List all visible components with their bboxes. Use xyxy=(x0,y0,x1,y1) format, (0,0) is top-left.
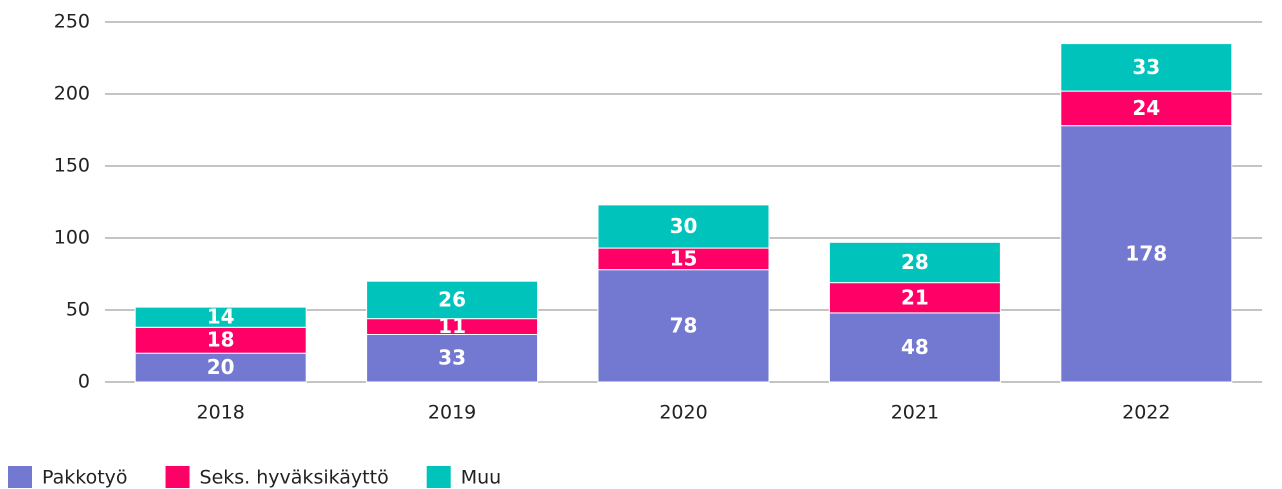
bar-segment xyxy=(597,204,770,249)
y-tick-label: 100 xyxy=(54,227,90,249)
value-label: 30 xyxy=(670,214,698,238)
bar-segment xyxy=(828,241,1001,284)
bar-segment xyxy=(134,306,307,328)
bar-segment xyxy=(366,280,539,320)
legend-swatch xyxy=(165,466,190,488)
value-label: 18 xyxy=(207,328,235,352)
value-label: 15 xyxy=(670,246,698,270)
bar-segment xyxy=(1060,90,1233,127)
value-label: 21 xyxy=(901,285,929,309)
value-label: 24 xyxy=(1132,96,1160,120)
value-label: 28 xyxy=(901,250,929,274)
y-tick-label: 150 xyxy=(54,155,90,177)
legend-swatch xyxy=(426,466,451,488)
value-label: 33 xyxy=(438,346,466,370)
x-tick-label: 2018 xyxy=(197,402,245,424)
bar-segment xyxy=(1060,125,1233,383)
x-tick-label: 2019 xyxy=(428,402,476,424)
legend-label: Seks. hyväksikäyttö xyxy=(200,467,389,489)
bar-segment xyxy=(828,312,1001,383)
bar-segment xyxy=(1060,43,1233,92)
value-label: 20 xyxy=(207,355,235,379)
value-label: 33 xyxy=(1132,55,1160,79)
x-tick-label: 2020 xyxy=(659,402,707,424)
value-label: 78 xyxy=(670,313,698,337)
value-label: 26 xyxy=(438,287,466,311)
y-tick-label: 0 xyxy=(78,371,90,393)
y-tick-label: 200 xyxy=(54,83,90,105)
x-tick-label: 2021 xyxy=(891,402,939,424)
legend-swatch xyxy=(8,466,32,488)
legend-label: Muu xyxy=(461,467,501,489)
value-label: 48 xyxy=(901,335,929,359)
x-tick-label: 2022 xyxy=(1122,402,1170,424)
y-tick-label: 50 xyxy=(66,299,90,321)
y-tick-label: 250 xyxy=(54,11,90,33)
value-label: 178 xyxy=(1125,241,1167,265)
bar-segment xyxy=(134,352,307,383)
value-label: 14 xyxy=(207,305,235,329)
bar-segment xyxy=(134,326,307,354)
bar-segment xyxy=(597,269,770,383)
bar-segment xyxy=(366,333,539,383)
legend-label: Pakkotyö xyxy=(42,467,128,489)
